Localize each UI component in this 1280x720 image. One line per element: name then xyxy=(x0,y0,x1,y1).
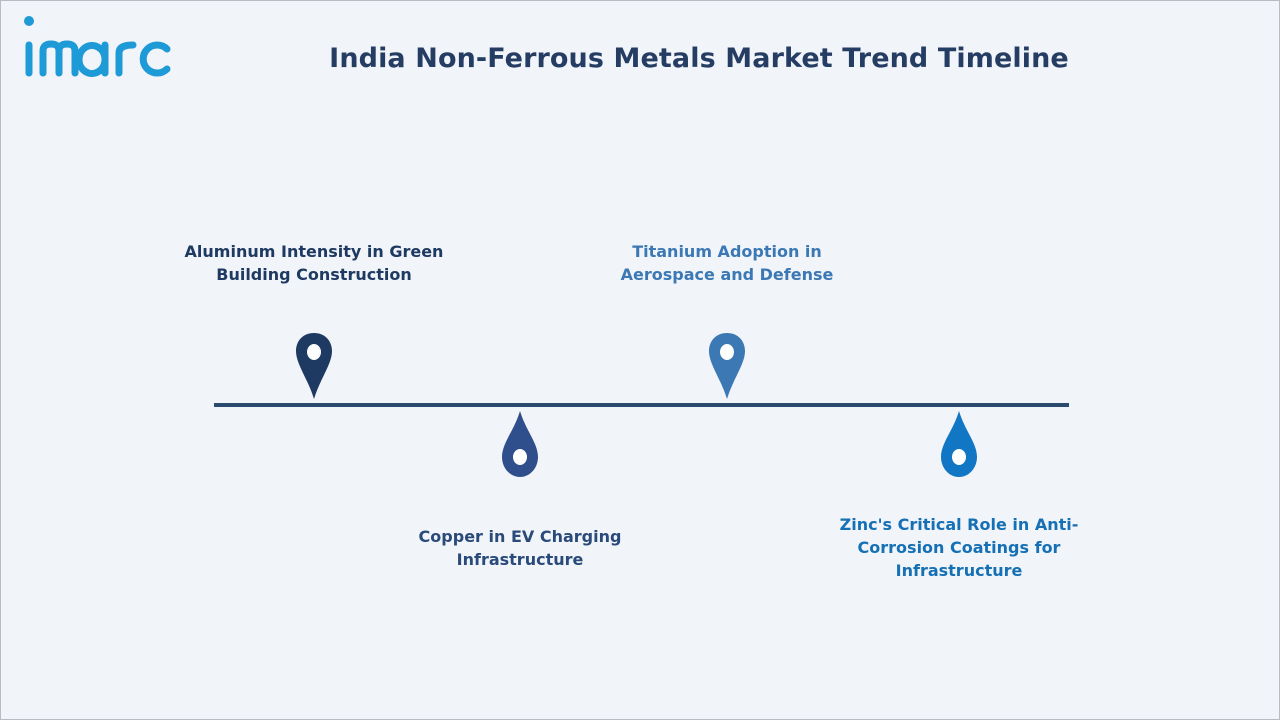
timeline-label-zinc: Zinc's Critical Role in Anti- Corrosion … xyxy=(819,513,1099,582)
timeline-label-aluminum: Aluminum Intensity in Green Building Con… xyxy=(184,240,444,286)
label-line: Infrastructure xyxy=(895,561,1023,580)
imarc-logo xyxy=(24,16,171,77)
label-line: Copper in EV Charging xyxy=(418,527,622,546)
label-line: Aluminum Intensity in Green xyxy=(184,242,444,261)
drop-pin-icon xyxy=(939,409,979,481)
label-line: Corrosion Coatings for xyxy=(857,538,1061,557)
label-line: Infrastructure xyxy=(456,550,584,569)
label-line: Building Construction xyxy=(216,265,412,284)
label-line: Zinc's Critical Role in Anti- xyxy=(839,515,1079,534)
map-pin-icon xyxy=(707,331,747,403)
map-pin-icon xyxy=(294,331,334,403)
timeline-label-copper: Copper in EV Charging Infrastructure xyxy=(390,525,650,571)
page-title: India Non-Ferrous Metals Market Trend Ti… xyxy=(329,43,1069,74)
drop-pin-icon xyxy=(500,409,540,481)
timeline-label-titanium: Titanium Adoption in Aerospace and Defen… xyxy=(597,240,857,286)
label-line: Aerospace and Defense xyxy=(620,265,834,284)
timeline-line xyxy=(214,403,1069,407)
label-line: Titanium Adoption in xyxy=(632,242,822,261)
